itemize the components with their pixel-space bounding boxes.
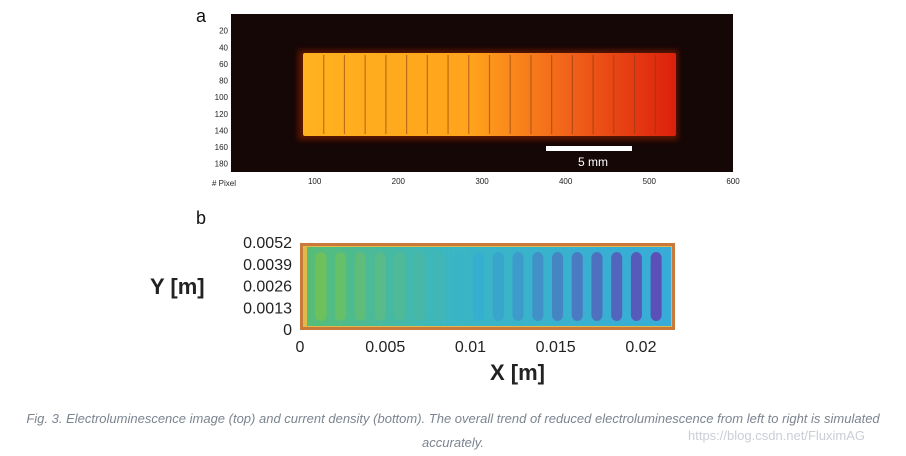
scale-bar (546, 146, 632, 151)
panel-a-y-axis-title: # Pixel (212, 179, 236, 188)
panel-b-figure: 0 0.0013 0.0026 0.0039 0.0052 0 0.005 0.01 0.01… (150, 235, 675, 385)
heatmap-finger (532, 252, 544, 321)
panel-b-x-axis-title: X [m] (490, 360, 545, 385)
panel-b-y-tick-label: 0.0013 (243, 300, 292, 317)
panel-a-x-tick-label: 500 (643, 177, 657, 186)
heatmap-finger (512, 252, 524, 321)
heatmap-finger (394, 252, 406, 321)
panel-b-x-tick-label: 0.02 (625, 339, 656, 356)
panel-a-label: a (196, 6, 207, 26)
scale-bar-label: 5 mm (578, 155, 608, 169)
panel-b-label: b (196, 208, 207, 228)
el-strip-dividers (323, 55, 656, 134)
panel-a-x-tick-label: 200 (392, 177, 406, 186)
panel-a-x-tick-label: 600 (726, 177, 740, 186)
panel-a-y-tick-label: 160 (215, 143, 229, 152)
heatmap-finger (354, 252, 366, 321)
heatmap-finger (413, 252, 425, 321)
heatmap-finger (552, 252, 564, 321)
heatmap-finger (335, 252, 347, 321)
panel-a-figure: 5 mm 20 40 60 80 100 120 140 160 180 100 200 300 40… (212, 14, 740, 188)
heatmap-finger (611, 252, 623, 321)
panel-a-y-tick-label: 60 (219, 60, 228, 69)
panel-b-x-tick-label: 0.01 (455, 339, 486, 356)
panel-a-y-tick-label: 140 (215, 126, 229, 135)
current-density-heatmap (300, 243, 675, 330)
heatmap-finger (492, 252, 504, 321)
heatmap-finger (374, 252, 386, 321)
panel-b-x-tick-label: 0.015 (536, 339, 576, 356)
heatmap-finger (571, 252, 583, 321)
panel-a-x-tick-label: 400 (559, 177, 573, 186)
heatmap-finger (650, 252, 662, 321)
panel-a-x-ticks: 100 200 300 400 500 600 (308, 177, 740, 186)
watermark: https://blog.csdn.net/FluximAG (688, 428, 866, 443)
panel-b-y-tick-label: 0.0039 (243, 257, 292, 274)
panel-a-y-tick-label: 120 (215, 110, 229, 119)
panel-b-y-tick-label: 0 (283, 322, 292, 339)
figure-caption: Fig. 3. Electroluminescence image (top) … (26, 411, 880, 450)
panel-a-y-tick-label: 40 (219, 43, 228, 52)
panel-a-x-tick-label: 100 (308, 177, 322, 186)
panel-a-y-tick-label: 100 (215, 93, 229, 102)
heatmap-finger (433, 252, 445, 321)
panel-a-y-tick-label: 80 (219, 77, 228, 86)
heatmap-finger (473, 252, 485, 321)
heatmap-finger (630, 252, 642, 321)
panel-b-y-ticks: 0 0.0013 0.0026 0.0039 0.0052 (243, 235, 292, 339)
panel-a-y-ticks: 20 40 60 80 100 120 140 160 180 (215, 27, 229, 169)
panel-b-y-tick-label: 0.0026 (243, 279, 292, 296)
panel-a-y-tick-label: 180 (215, 160, 229, 169)
panel-b-y-tick-label: 0.0052 (243, 235, 292, 252)
heatmap-finger (315, 252, 327, 321)
heatmap-finger (591, 252, 603, 321)
panel-b-x-tick-label: 0 (296, 339, 305, 356)
panel-b-x-ticks: 0 0.005 0.01 0.015 0.02 (296, 339, 657, 356)
heatmap-cell-body (307, 247, 671, 326)
panel-b-x-tick-label: 0.005 (365, 339, 405, 356)
panel-a-y-tick-label: 20 (219, 27, 228, 36)
heatmap-finger (453, 252, 465, 321)
panel-a-x-tick-label: 300 (475, 177, 489, 186)
panel-b-y-axis-title: Y [m] (150, 274, 205, 299)
